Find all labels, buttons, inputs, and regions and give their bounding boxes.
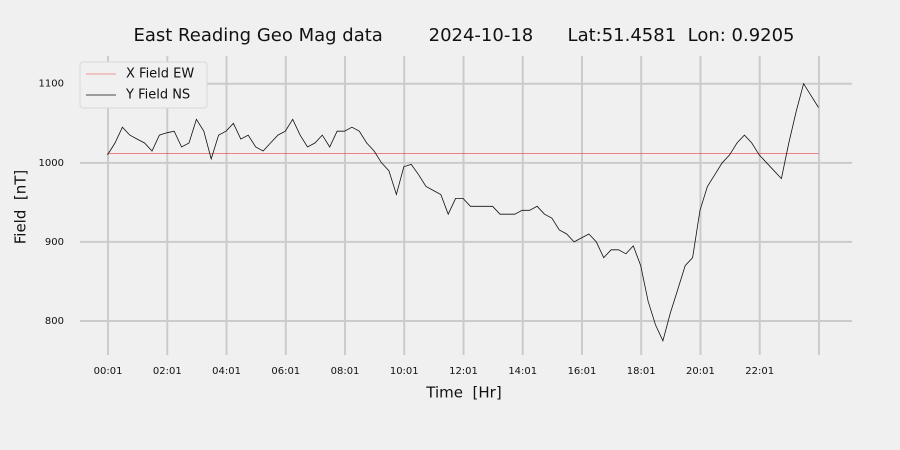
legend-box <box>79 61 208 109</box>
y-tick-label: 1000 <box>39 158 64 169</box>
x-tick-label: 02:01 <box>153 366 182 377</box>
y-tick-label: 1100 <box>39 79 64 90</box>
x-axis-label: Time [Hr] <box>425 384 501 402</box>
data-line <box>107 82 819 342</box>
x-tick-label: 14:01 <box>508 366 537 377</box>
y-axis-label: Field [nT] <box>12 170 30 245</box>
chart-title: East Reading Geo Mag data 2024-10-18 Lat… <box>133 25 794 46</box>
x-tick-label: 18:01 <box>627 366 656 377</box>
legend-label: Y Field NS <box>125 88 190 103</box>
x-tick-label: 08:01 <box>331 366 360 377</box>
x-tick-label: 22:01 <box>745 366 774 377</box>
x-tick-label: 20:01 <box>686 366 715 377</box>
y-tick-label: 800 <box>45 316 64 327</box>
legend: X Field EW Y Field NS <box>79 61 208 109</box>
x-tick-label: 16:01 <box>568 366 597 377</box>
x-tick-label: 00:01 <box>94 366 123 377</box>
x-tick-label: 12:01 <box>449 366 478 377</box>
x-tick-label: 04:01 <box>212 366 241 377</box>
x-tick-label: 10:01 <box>390 366 419 377</box>
y-tick-label: 900 <box>45 237 64 248</box>
x-tick-label: 06:01 <box>271 366 300 377</box>
legend-label: X Field EW <box>126 67 194 82</box>
